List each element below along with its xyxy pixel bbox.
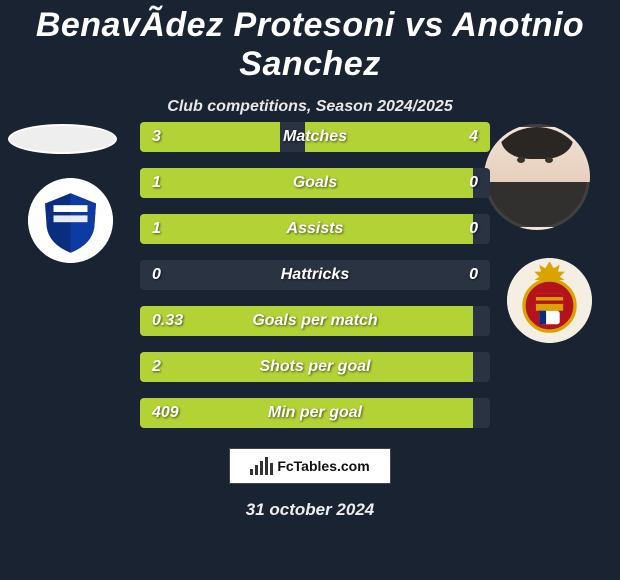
player-left-avatar [8,124,117,154]
club-left-crest [28,178,113,263]
stat-label: Goals per match [140,306,490,336]
stat-label: Hattricks [140,260,490,290]
mallorca-crest-icon [507,258,592,343]
page-title: BenavÃ­dez Protesoni vs Anotnio Sanchez [0,0,620,84]
logo-bars-icon [250,457,273,475]
stat-row: 10Assists [140,214,490,244]
stat-row: 0.33Goals per match [140,306,490,336]
stat-label: Min per goal [140,398,490,428]
club-right-crest [507,258,592,343]
stat-row: 2Shots per goal [140,352,490,382]
stat-label: Assists [140,214,490,244]
stat-row: 00Hattricks [140,260,490,290]
stat-row: 409Min per goal [140,398,490,428]
player-right-avatar [484,124,590,230]
page-subtitle: Club competitions, Season 2024/2025 [0,98,620,116]
stat-row: 34Matches [140,122,490,152]
alaves-crest-icon [28,178,113,263]
date-label: 31 october 2024 [0,500,620,520]
fctables-logo: FcTables.com [229,448,391,484]
logo-text: FcTables.com [277,458,369,474]
stat-label: Shots per goal [140,352,490,382]
stats-table: 34Matches 10Goals 10Assists 00Hattricks 0.33… [140,122,490,444]
stat-row: 10Goals [140,168,490,198]
stat-label: Matches [140,122,490,152]
stat-label: Goals [140,168,490,198]
